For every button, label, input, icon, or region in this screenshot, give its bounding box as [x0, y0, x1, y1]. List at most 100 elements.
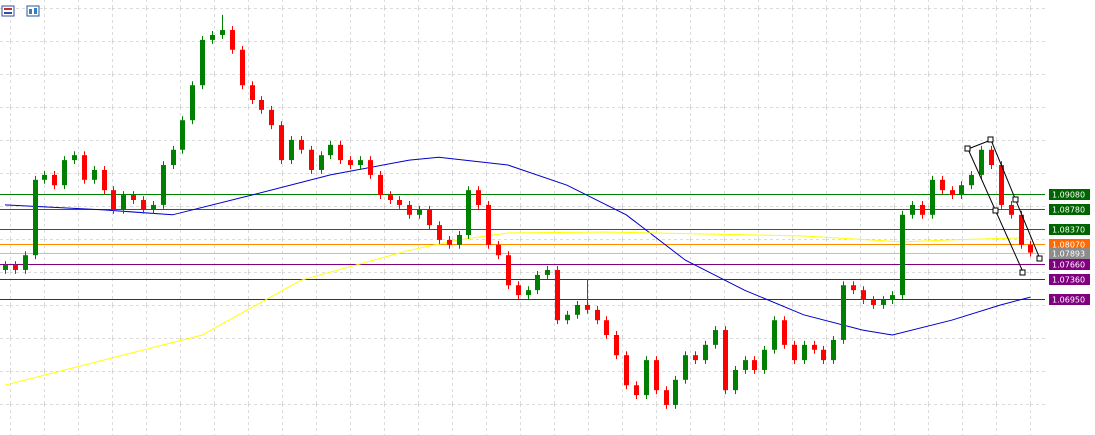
candle-body	[812, 344, 817, 350]
grid	[0, 0, 1045, 435]
candle-body	[220, 30, 225, 35]
candle-body	[723, 330, 728, 391]
trend-channel	[964, 136, 1043, 276]
candle-body	[279, 125, 284, 161]
candle-body	[930, 179, 935, 215]
candle-body	[999, 165, 1004, 205]
candle-body	[624, 355, 629, 386]
candle-body	[910, 204, 915, 215]
candle-body	[111, 190, 116, 210]
candle-body	[959, 185, 964, 196]
toolbar-icons	[1, 5, 40, 17]
candle-body	[900, 214, 905, 296]
level-label-box	[1049, 224, 1090, 235]
candle-body	[555, 269, 560, 321]
candle-body	[762, 349, 767, 370]
candle-body	[604, 320, 609, 335]
candle-body	[782, 320, 787, 345]
candle-body	[486, 204, 491, 245]
candle-body	[595, 309, 600, 321]
level-label-box	[1049, 204, 1090, 215]
candle-body	[3, 265, 8, 270]
candle-body	[457, 234, 462, 245]
candle-body	[614, 334, 619, 356]
candle-body	[1009, 204, 1014, 215]
candle-body	[1028, 244, 1033, 253]
candle-body	[62, 160, 67, 186]
candle-body	[13, 265, 18, 270]
candle-body	[171, 149, 176, 166]
candle-body	[526, 290, 531, 296]
level-label: 1.08370	[1052, 226, 1085, 235]
candle-body	[407, 204, 412, 215]
candle-body	[328, 144, 333, 156]
level-label: 1.08780	[1052, 206, 1085, 215]
candle-body	[131, 195, 136, 201]
candle-body	[989, 149, 994, 166]
moving-average	[4, 231, 1021, 386]
candle-body	[161, 165, 166, 205]
candle-body	[309, 149, 314, 170]
candle-body	[476, 190, 481, 205]
candle-body	[851, 285, 856, 291]
candle-body	[299, 139, 304, 150]
level-label: 1.07360	[1052, 276, 1085, 285]
level-label: 1.07893	[1052, 250, 1085, 259]
candle-body	[466, 190, 471, 235]
candle-body	[338, 144, 343, 161]
candle-body	[52, 174, 57, 186]
candle-body	[673, 379, 678, 405]
candle-body	[821, 349, 826, 361]
candle-body	[516, 285, 521, 296]
candle-body	[269, 109, 274, 126]
candle-body	[151, 204, 156, 210]
candle-body	[506, 255, 511, 286]
candle-body	[703, 344, 708, 361]
candle-body	[82, 155, 87, 180]
candle-body	[841, 285, 846, 340]
level-label: 1.09080	[1052, 191, 1085, 200]
candle-body	[33, 179, 38, 256]
candle-body	[180, 120, 185, 150]
candle-body	[713, 330, 718, 345]
candle-body	[121, 195, 126, 210]
candle-body	[368, 160, 373, 175]
candle-body	[772, 320, 777, 350]
candle-body	[319, 155, 324, 170]
candle-body	[535, 274, 540, 291]
candle-body	[92, 169, 97, 180]
candle-body	[979, 149, 984, 175]
candle-body	[23, 255, 28, 270]
candle-body	[259, 100, 264, 110]
candle-body	[397, 200, 402, 205]
candle-body	[496, 244, 501, 256]
level-label-box	[1049, 294, 1090, 305]
candle-body	[733, 369, 738, 391]
candle-body	[920, 204, 925, 215]
candle-body	[102, 169, 107, 191]
candle-body	[210, 34, 215, 40]
level-label: 1.07660	[1052, 261, 1085, 270]
level-label-box	[1049, 189, 1090, 200]
candle-body	[890, 295, 895, 301]
candle-body	[358, 160, 363, 166]
candle-body	[743, 360, 748, 370]
candle-body	[683, 355, 688, 380]
candle-body	[141, 200, 146, 210]
candle-body	[1019, 214, 1024, 245]
candle-body	[881, 300, 886, 305]
candle-body	[634, 385, 639, 396]
level-label: 1.08070	[1052, 241, 1085, 250]
candle-body	[447, 239, 452, 245]
candle-body	[72, 155, 77, 161]
candle-body	[565, 314, 570, 321]
level-label-box	[1049, 274, 1090, 285]
candle-body	[831, 339, 836, 361]
candle-body	[950, 190, 955, 196]
candle-body	[437, 225, 442, 240]
candle-body	[654, 360, 659, 391]
candle-body	[42, 174, 47, 180]
candle-body	[969, 174, 974, 186]
candle-body	[792, 344, 797, 361]
